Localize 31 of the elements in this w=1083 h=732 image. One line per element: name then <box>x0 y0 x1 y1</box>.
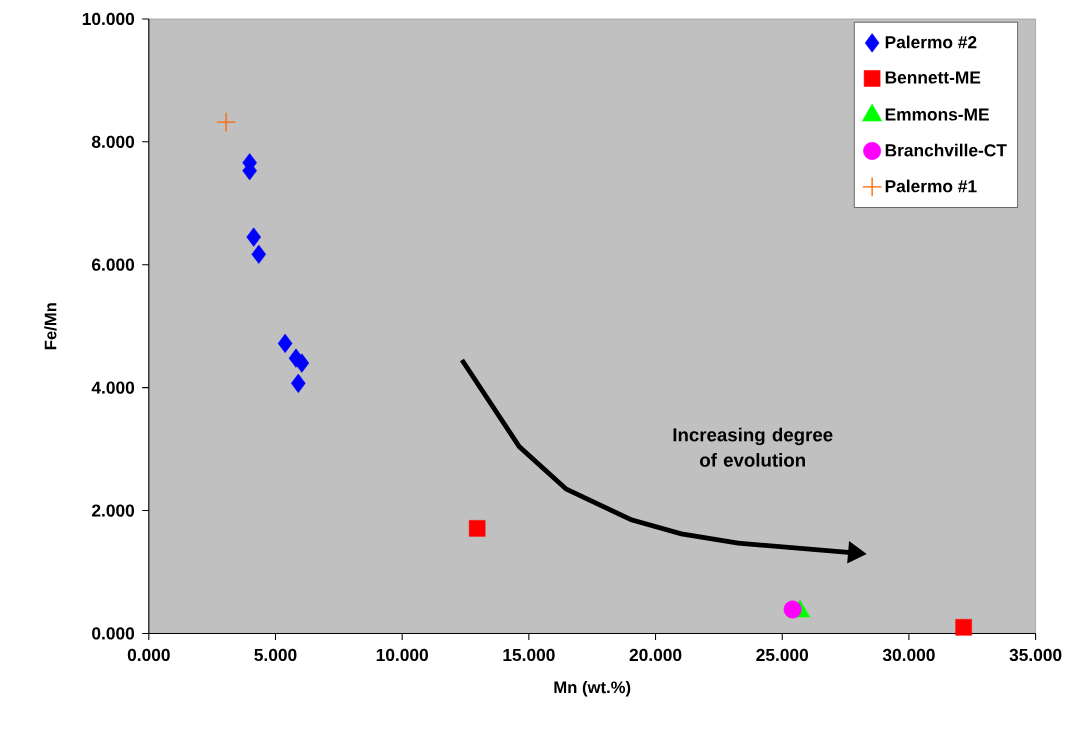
x-tick-label: 10.000 <box>376 648 428 662</box>
legend-label: Palermo #2 <box>885 35 977 49</box>
y-tick-label: 10.000 <box>82 12 135 26</box>
x-tick-label: 0.000 <box>127 648 170 662</box>
x-axis-title: Mn (wt.%) <box>554 680 631 697</box>
y-axis-title: Fe/Mn <box>44 303 57 350</box>
x-tick-label: 5.000 <box>254 648 297 662</box>
y-tick-label: 6.000 <box>92 258 135 271</box>
x-tick-label: 30.000 <box>882 648 935 662</box>
legend-label: Emmons-ME <box>885 108 989 121</box>
annotation: Increasing degree of evolution <box>673 427 833 467</box>
point <box>468 520 486 537</box>
y-tick-label: 4.000 <box>91 381 135 394</box>
legend-label: Palermo #1 <box>885 179 977 193</box>
point <box>216 112 237 133</box>
y-tick-label: 2.000 <box>91 504 135 517</box>
x-tick-label: 35.000 <box>1009 648 1062 662</box>
point <box>277 333 293 353</box>
x-tick-label: 15.000 <box>503 648 555 662</box>
y-tick-label: 8.000 <box>91 135 135 148</box>
point <box>955 619 972 636</box>
legend-label: Branchville-CT <box>885 143 1007 157</box>
point <box>251 244 267 264</box>
point <box>246 227 261 247</box>
point <box>783 600 802 619</box>
y-tick-label: 0.000 <box>92 627 135 640</box>
point <box>294 353 310 373</box>
x-tick-label: 25.000 <box>756 648 809 662</box>
point <box>291 373 306 393</box>
x-tick-label: 20.000 <box>629 648 682 662</box>
legend-label: Bennett-ME <box>885 71 981 84</box>
